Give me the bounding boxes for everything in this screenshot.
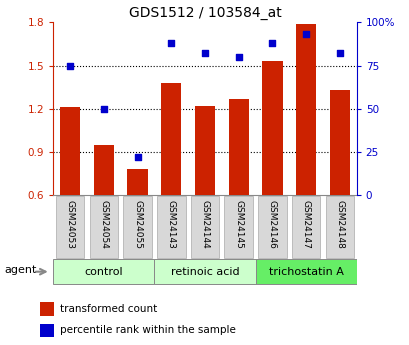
- FancyBboxPatch shape: [325, 196, 353, 258]
- FancyBboxPatch shape: [258, 196, 286, 258]
- Text: control: control: [84, 267, 123, 277]
- FancyBboxPatch shape: [89, 196, 118, 258]
- Text: GSM24146: GSM24146: [267, 200, 276, 249]
- FancyBboxPatch shape: [154, 259, 255, 284]
- Text: retinoic acid: retinoic acid: [170, 267, 239, 277]
- FancyBboxPatch shape: [53, 259, 154, 284]
- Bar: [228, 99, 248, 195]
- Title: GDS1512 / 103584_at: GDS1512 / 103584_at: [128, 6, 281, 20]
- Text: trichostatin A: trichostatin A: [268, 267, 343, 277]
- Bar: [194, 106, 215, 195]
- FancyBboxPatch shape: [157, 196, 185, 258]
- Bar: [40, 324, 54, 337]
- Point: [67, 63, 73, 68]
- Text: GSM24143: GSM24143: [166, 200, 175, 249]
- Bar: [262, 61, 282, 195]
- Point: [168, 40, 174, 46]
- FancyBboxPatch shape: [56, 196, 84, 258]
- Bar: [60, 107, 80, 195]
- Text: GSM24145: GSM24145: [234, 200, 243, 249]
- Text: agent: agent: [4, 265, 36, 275]
- FancyBboxPatch shape: [291, 196, 320, 258]
- Bar: [161, 83, 181, 195]
- Text: GSM24053: GSM24053: [65, 200, 74, 249]
- Text: GSM24054: GSM24054: [99, 200, 108, 249]
- Bar: [127, 169, 147, 195]
- Point: [100, 106, 107, 111]
- Bar: [94, 145, 114, 195]
- Bar: [40, 302, 54, 316]
- Point: [134, 154, 141, 160]
- Bar: [295, 24, 315, 195]
- Text: GSM24144: GSM24144: [200, 200, 209, 249]
- Text: GSM24148: GSM24148: [335, 200, 344, 249]
- Text: GSM24055: GSM24055: [133, 200, 142, 249]
- Point: [268, 40, 275, 46]
- FancyBboxPatch shape: [255, 259, 356, 284]
- FancyBboxPatch shape: [224, 196, 252, 258]
- FancyBboxPatch shape: [190, 196, 219, 258]
- Point: [235, 54, 241, 60]
- Bar: [329, 90, 349, 195]
- Text: percentile rank within the sample: percentile rank within the sample: [60, 325, 235, 335]
- Point: [302, 32, 309, 37]
- Point: [336, 51, 342, 56]
- Text: GSM24147: GSM24147: [301, 200, 310, 249]
- Text: transformed count: transformed count: [60, 304, 157, 314]
- FancyBboxPatch shape: [123, 196, 151, 258]
- Point: [201, 51, 208, 56]
